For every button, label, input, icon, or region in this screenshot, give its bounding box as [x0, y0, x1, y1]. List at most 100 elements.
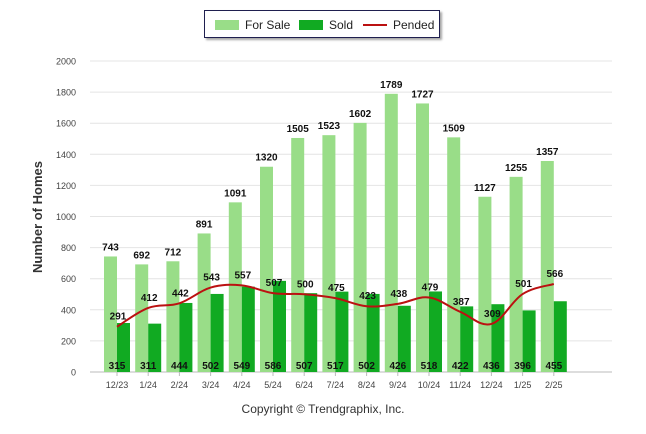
y-tick-label: 800	[61, 243, 76, 253]
legend-label-sold: Sold	[329, 18, 354, 32]
y-tick-label: 600	[61, 274, 76, 284]
legend-item-for-sale[interactable]: For Sale	[215, 18, 290, 32]
for-sale-bar	[135, 264, 149, 372]
x-tick-label: 7/24	[327, 380, 345, 390]
sold-value-label: 422	[452, 361, 469, 372]
legend-label-for-sale: For Sale	[245, 18, 291, 32]
sold-bar	[148, 323, 162, 372]
y-tick-label: 2000	[56, 57, 76, 67]
pended-value-label: 566	[546, 269, 563, 280]
for-sale-value-label: 692	[133, 250, 150, 261]
for-sale-swatch	[215, 20, 239, 30]
for-sale-value-label: 1255	[505, 163, 528, 174]
pended-swatch	[363, 24, 387, 26]
sold-value-label: 455	[545, 361, 562, 372]
pended-value-label: 500	[297, 279, 314, 290]
x-tick-label: 4/24	[233, 380, 251, 390]
sold-bar	[304, 293, 318, 372]
x-tick-label: 9/24	[389, 380, 407, 390]
for-sale-value-label: 1727	[411, 89, 434, 100]
y-tick-label: 400	[61, 305, 76, 315]
pended-value-label: 442	[172, 288, 189, 299]
sold-value-label: 502	[202, 361, 219, 372]
x-axis-ticks: 12/23 1/24 2/24 3/24 4/24 5/24 6/24 7/24 8/24 9/2…	[106, 372, 563, 390]
for-sale-bar	[104, 256, 117, 372]
pended-value-label: 423	[359, 291, 376, 302]
sold-bar	[273, 280, 286, 372]
x-tick-label: 5/24	[264, 380, 282, 390]
sold-value-label: 502	[358, 361, 375, 372]
x-tick-label: 1/25	[514, 380, 532, 390]
sold-value-label: 517	[327, 361, 344, 372]
y-tick-label: 1200	[56, 181, 76, 191]
for-sale-value-label: 1357	[536, 147, 559, 158]
for-sale-bars	[104, 93, 554, 373]
for-sale-value-label: 712	[165, 247, 182, 258]
data-labels: 743 315 692 311 712 444 891 502 1091 549 1320 586 15…	[102, 80, 563, 372]
pended-value-label: 309	[484, 309, 501, 320]
copyright-footer: Copyright © Trendgraphix, Inc.	[241, 402, 405, 416]
for-sale-bar	[166, 261, 180, 372]
for-sale-value-label: 1602	[349, 109, 372, 120]
sold-value-label: 315	[109, 361, 126, 372]
pended-value-label: 501	[515, 279, 532, 290]
sold-bar	[397, 305, 411, 372]
y-tick-label: 1800	[56, 88, 76, 98]
y-axis-ticks: 0 200 400 600 800 1000 1200 1400 1600 1800 2000	[56, 57, 76, 378]
sold-value-label: 444	[171, 361, 188, 372]
sold-bar	[179, 302, 193, 372]
sold-value-label: 586	[265, 361, 282, 372]
sold-bar	[210, 293, 224, 372]
x-tick-label: 10/24	[418, 380, 441, 390]
pended-value-label: 557	[234, 270, 251, 281]
y-tick-label: 1000	[56, 212, 76, 222]
legend: For Sale Sold Pended	[204, 10, 440, 38]
for-sale-value-label: 1091	[224, 188, 247, 199]
sold-value-label: 507	[296, 361, 313, 372]
x-tick-label: 8/24	[358, 380, 376, 390]
sold-value-label: 396	[514, 361, 531, 372]
sold-bar	[553, 301, 567, 372]
sold-value-label: 436	[483, 361, 500, 372]
y-axis-label: Number of Homes	[30, 161, 45, 273]
for-sale-bar	[447, 137, 461, 372]
for-sale-bar	[353, 122, 367, 372]
sold-bar	[366, 293, 380, 372]
sold-bar	[429, 291, 442, 372]
sold-bar	[241, 286, 255, 372]
pended-series-line	[116, 283, 555, 328]
legend-item-pended[interactable]: Pended	[363, 18, 434, 32]
for-sale-bar	[260, 166, 273, 372]
for-sale-bar	[416, 103, 429, 372]
legend-label-pended: Pended	[393, 18, 435, 32]
x-tick-label: 11/24	[449, 380, 471, 390]
for-sale-bar	[540, 160, 554, 372]
x-tick-label: 1/24	[139, 380, 157, 390]
for-sale-value-label: 891	[196, 219, 213, 230]
pended-line-group	[116, 283, 555, 328]
for-sale-value-label: 1127	[474, 183, 496, 194]
for-sale-value-label: 1523	[318, 121, 341, 132]
legend-item-sold[interactable]: Sold	[299, 18, 353, 32]
for-sale-value-label: 1505	[287, 124, 310, 135]
pended-value-label: 438	[390, 289, 407, 300]
for-sale-bar	[478, 196, 492, 372]
sold-value-label: 311	[140, 361, 157, 372]
for-sale-bar	[509, 176, 523, 372]
x-tick-label: 12/24	[480, 380, 503, 390]
for-sale-bar	[197, 233, 211, 372]
for-sale-value-label: 1789	[380, 80, 403, 91]
for-sale-value-label: 1509	[443, 123, 466, 134]
pended-value-label: 507	[266, 278, 283, 289]
for-sale-bar	[384, 93, 398, 373]
for-sale-bar	[291, 137, 305, 372]
sold-bar	[522, 310, 536, 372]
pended-value-label: 479	[422, 283, 439, 294]
sold-value-label: 549	[233, 361, 250, 372]
y-tick-label: 1600	[56, 119, 76, 129]
x-tick-label: 3/24	[202, 380, 220, 390]
pended-value-label: 387	[453, 297, 470, 308]
pended-value-label: 475	[328, 283, 345, 294]
y-tick-label: 200	[61, 336, 76, 346]
